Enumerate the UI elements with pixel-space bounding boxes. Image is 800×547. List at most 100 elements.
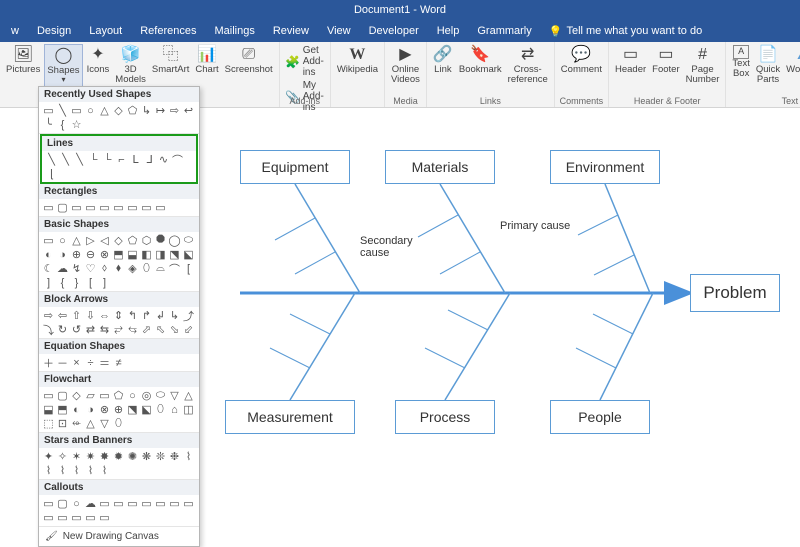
store-icon: 🧩 [286, 55, 300, 69]
dd-stars-head: Stars and Banners [39, 433, 199, 448]
smartart-button[interactable]: ⿻SmartArt [150, 44, 191, 87]
ribbon-tabs: w Design Layout References Mailings Revi… [0, 20, 800, 42]
dd-basic-grid[interactable]: ▭○△▷◁◇⬠⬡⯃◯⬭◐◑⊕⊖⊗⬒⬓◧◨⬔⬕☾☁↯♡⬨⬧◈⬯⌓⌒[]{}[] [39, 232, 199, 291]
quickparts-icon: 📄 [758, 45, 778, 65]
tab-grammarly[interactable]: Grammarly [468, 20, 540, 42]
footer-button[interactable]: ▭Footer [650, 44, 681, 87]
shapes-button[interactable]: ◯Shapes▾ [44, 44, 82, 87]
text-group: AText Box 📄Quick Parts AWordArt A̲Drop C… [726, 42, 800, 107]
document-canvas[interactable]: Equipment Materials Environment Measurem… [210, 110, 800, 523]
pictures-label: Pictures [6, 65, 40, 75]
headerfooter-group: ▭Header ▭Footer #Page Number Header & Fo… [609, 42, 726, 107]
hf-group-label: Header & Footer [609, 96, 725, 106]
label-primary: Primary cause [500, 220, 570, 232]
pagenum-button[interactable]: #Page Number [684, 44, 722, 87]
tab-mailings[interactable]: Mailings [206, 20, 264, 42]
box-environment[interactable]: Environment [550, 150, 660, 184]
screenshot-label: Screenshot [225, 65, 273, 75]
comments-group: 💬Comment Comments [555, 42, 609, 107]
addins-group: 🧩Get Add-ins 📎My Add-ins Add-ins [280, 42, 331, 107]
canvas-icon: 🖌 [45, 531, 58, 542]
get-addins-label: Get Add-ins [303, 45, 324, 78]
tab-help[interactable]: Help [428, 20, 469, 42]
box-equipment[interactable]: Equipment [240, 150, 350, 184]
header-label: Header [615, 65, 646, 75]
footer-label: Footer [652, 65, 679, 75]
tab-layout[interactable]: Layout [80, 20, 131, 42]
dd-flow-head: Flowchart [39, 372, 199, 387]
textbox-icon: A [733, 45, 749, 59]
box-measurement[interactable]: Measurement [225, 400, 355, 434]
bookmark-button[interactable]: 🔖Bookmark [457, 44, 504, 87]
box-problem[interactable]: Problem [690, 274, 780, 312]
wordart-button[interactable]: AWordArt [784, 44, 800, 87]
media-group: ▶Online Videos Media [385, 42, 427, 107]
header-icon: ▭ [621, 45, 641, 65]
icons-label: Icons [87, 65, 110, 75]
video-icon: ▶ [395, 45, 415, 65]
pictures-button[interactable]: 🖼Pictures [4, 44, 42, 87]
dd-arrows-head: Block Arrows [39, 292, 199, 307]
bookmark-icon: 🔖 [470, 45, 490, 65]
dd-rect-grid[interactable]: ▭▢▭▭▭▭▭▭▭ [39, 199, 199, 216]
chart-label: Chart [195, 65, 218, 75]
comment-button[interactable]: 💬Comment [559, 44, 604, 76]
link-label: Link [434, 65, 451, 75]
pagenum-label: Page Number [686, 65, 720, 86]
textbox-button[interactable]: AText Box [730, 44, 751, 87]
header-button[interactable]: ▭Header [613, 44, 648, 87]
comment-label: Comment [561, 65, 602, 75]
link-button[interactable]: 🔗Link [431, 44, 455, 87]
dd-lines-grid[interactable]: ╲╲╲└└⌐ᒪᒧ∿⌒ɭ [42, 151, 196, 182]
dd-arrows-grid[interactable]: ⇨⇦⇧⇩⇔⇕↰↱↲↳⤴⤵↻↺⇄⇆⥂⥃⬀⬁⬂⬃ [39, 307, 199, 338]
link-icon: 🔗 [433, 45, 453, 65]
pictures-icon: 🖼 [13, 45, 33, 65]
tab-design[interactable]: Design [28, 20, 80, 42]
shapes-icon: ◯ [53, 46, 73, 66]
screenshot-button[interactable]: ⎚Screenshot [223, 44, 275, 87]
dd-eq-grid[interactable]: ＋－×÷＝≠ [39, 354, 199, 371]
dd-basic-head: Basic Shapes [39, 217, 199, 232]
box-materials[interactable]: Materials [385, 150, 495, 184]
chart-button[interactable]: 📊Chart [193, 44, 220, 87]
dd-callouts-head: Callouts [39, 480, 199, 495]
wikipedia-icon: W [347, 45, 367, 65]
dd-flow-grid[interactable]: ▭▢◇▱▭⬠○◎⬭▽△⬓⬒◐◑⊗⊕⬔⬕⬯⌂◫⬚⊡⬰△▽⬯ [39, 387, 199, 432]
online-videos-button[interactable]: ▶Online Videos [389, 44, 422, 87]
video-label: Online Videos [391, 65, 420, 86]
tab-view[interactable]: View [318, 20, 360, 42]
textbox-label: Text Box [732, 59, 749, 80]
dd-stars-grid[interactable]: ✦✧✶✷✸✹✺❋❊❉⌇⌇⌇⌇⌇⌇ [39, 448, 199, 479]
quickparts-button[interactable]: 📄Quick Parts [754, 44, 782, 87]
smartart-icon: ⿻ [161, 45, 181, 65]
title-bar: Document1 - Word [0, 0, 800, 20]
box-process[interactable]: Process [395, 400, 495, 434]
crossref-label: Cross- reference [508, 65, 548, 86]
new-canvas-button[interactable]: 🖌New Drawing Canvas [39, 527, 199, 546]
addins-group-label: Add-ins [280, 96, 330, 106]
tab-references[interactable]: References [131, 20, 205, 42]
wikipedia-group: WWikipedia [331, 42, 385, 107]
box-people[interactable]: People [550, 400, 650, 434]
wordart-icon: A [793, 45, 800, 65]
links-group-label: Links [427, 96, 554, 106]
dd-callouts-grid[interactable]: ▭▢○☁▭▭▭▭▭▭▭▭▭▭▭▭ [39, 495, 199, 526]
text-group-label: Text [726, 96, 800, 106]
3d-models-button[interactable]: 🧊3D Models [113, 44, 148, 87]
tab-draw[interactable]: w [2, 20, 28, 42]
media-group-label: Media [385, 96, 426, 106]
footer-icon: ▭ [656, 45, 676, 65]
dd-rect-head: Rectangles [39, 184, 199, 199]
get-addins-button[interactable]: 🧩Get Add-ins [284, 44, 326, 79]
pagenum-icon: # [693, 45, 713, 65]
3d-icon: 🧊 [121, 45, 141, 65]
lightbulb-icon: 💡 [549, 25, 563, 38]
tell-me[interactable]: 💡 Tell me what you want to do [549, 25, 702, 38]
icons-button[interactable]: ✦Icons [85, 44, 112, 87]
crossref-button[interactable]: ⇄Cross- reference [506, 44, 550, 87]
tab-developer[interactable]: Developer [360, 20, 428, 42]
tab-review[interactable]: Review [264, 20, 318, 42]
dd-recent-grid[interactable]: ▭╲▭○△◇⬠↳↦⇨↩╰{☆ [39, 102, 199, 133]
crossref-icon: ⇄ [518, 45, 538, 65]
wikipedia-button[interactable]: WWikipedia [335, 44, 380, 76]
